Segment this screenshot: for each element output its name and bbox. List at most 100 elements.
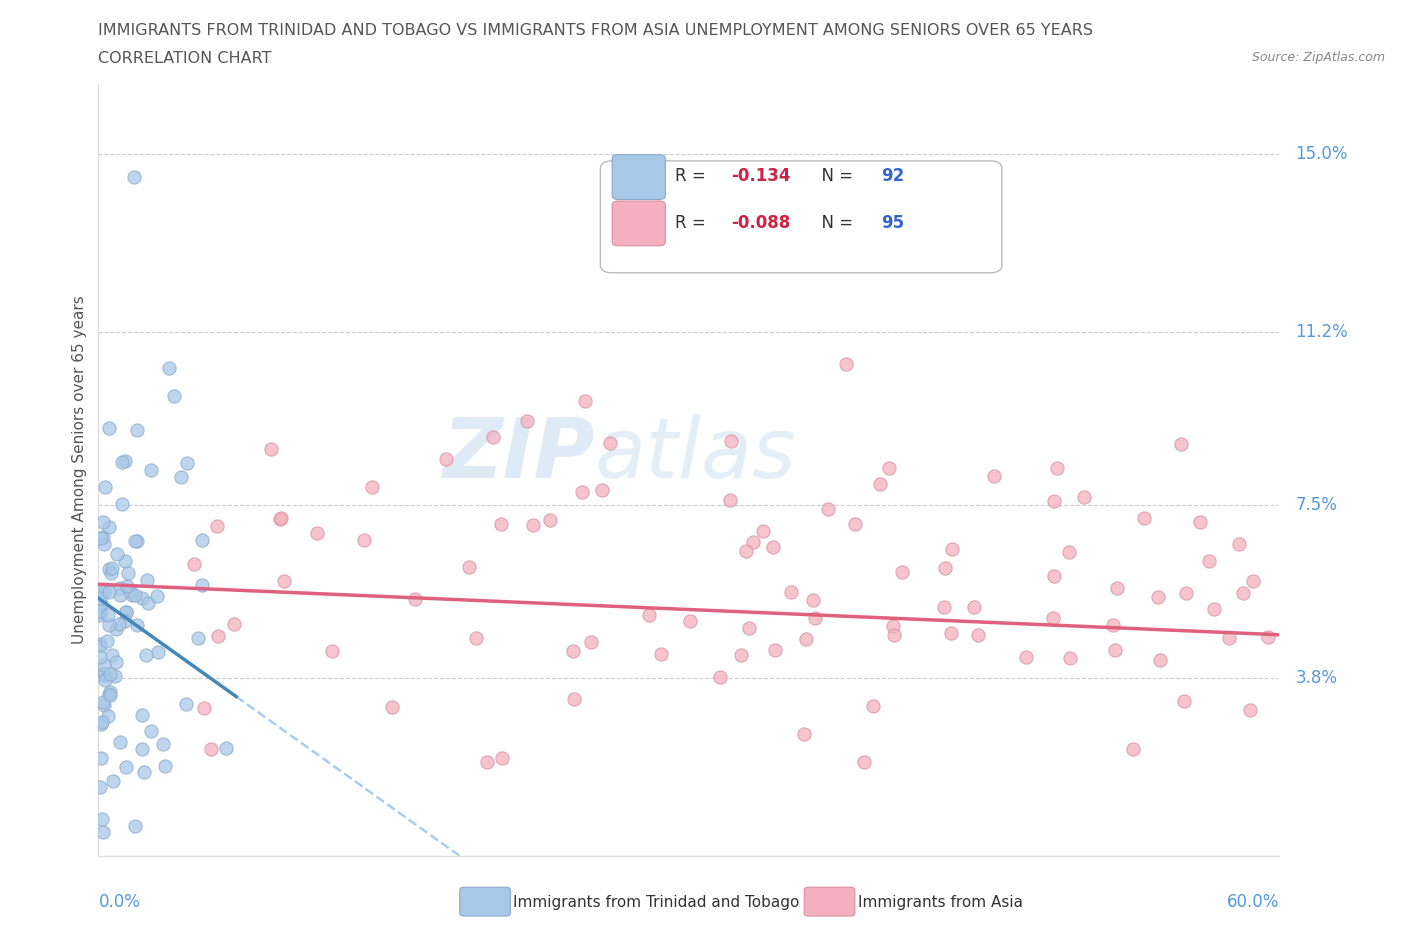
Point — [94, 668, 117, 683]
Point — [97, 562, 120, 577]
Point — [817, 501, 839, 516]
Point — [114, 604, 136, 619]
Point — [89, 605, 111, 620]
Point — [111, 497, 134, 512]
Point — [1198, 554, 1220, 569]
Point — [515, 413, 537, 428]
Point — [491, 751, 513, 765]
Point — [153, 759, 176, 774]
Point — [139, 724, 162, 738]
Point — [882, 619, 904, 634]
Point — [98, 688, 121, 703]
Point — [983, 469, 1005, 484]
Point — [574, 393, 596, 408]
Text: R =: R = — [675, 214, 711, 232]
Point — [141, 462, 163, 477]
Point — [91, 714, 114, 729]
Point — [852, 754, 875, 769]
Text: N =: N = — [811, 214, 858, 232]
Point — [183, 557, 205, 572]
Point — [1133, 511, 1156, 525]
Point — [1059, 651, 1081, 666]
Point — [482, 430, 505, 445]
Point — [801, 592, 824, 607]
Point — [89, 608, 111, 623]
Point — [122, 170, 145, 185]
Point — [763, 643, 786, 658]
Point — [883, 628, 905, 643]
Point — [101, 648, 124, 663]
Text: 7.5%: 7.5% — [1295, 496, 1337, 513]
Point — [215, 741, 238, 756]
Point — [464, 631, 486, 646]
Point — [93, 537, 115, 551]
Point — [741, 535, 763, 550]
Text: Source: ZipAtlas.com: Source: ZipAtlas.com — [1251, 51, 1385, 64]
Point — [91, 812, 114, 827]
Point — [762, 539, 785, 554]
Point — [98, 420, 121, 435]
Point — [1174, 586, 1197, 601]
Point — [273, 574, 295, 589]
Text: Immigrants from Asia: Immigrants from Asia — [858, 895, 1022, 910]
Point — [709, 670, 731, 684]
Point — [93, 658, 115, 672]
Point — [599, 435, 621, 450]
Point — [98, 584, 121, 599]
Point — [131, 741, 153, 756]
Point — [844, 516, 866, 531]
Point — [1042, 494, 1064, 509]
Point — [93, 666, 115, 681]
Point — [90, 751, 112, 765]
Point — [94, 480, 117, 495]
Point — [489, 517, 512, 532]
Point — [434, 452, 457, 467]
Point — [91, 695, 114, 710]
Point — [752, 524, 775, 538]
Point — [538, 512, 561, 527]
Point — [101, 774, 124, 789]
Point — [353, 533, 375, 548]
Point — [891, 565, 914, 579]
Point — [121, 588, 143, 603]
Point — [110, 455, 132, 470]
Point — [105, 547, 128, 562]
Point — [794, 631, 817, 646]
Point — [91, 514, 114, 529]
Point — [93, 530, 115, 545]
Point — [91, 584, 114, 599]
Point — [132, 764, 155, 779]
Point — [174, 697, 197, 711]
Point — [1218, 630, 1240, 644]
Point — [1241, 574, 1264, 589]
Point — [562, 692, 585, 707]
Point — [127, 618, 149, 632]
Point — [1189, 514, 1212, 529]
Point — [89, 604, 111, 618]
Point — [89, 779, 111, 794]
Text: 92: 92 — [882, 167, 904, 185]
Point — [735, 544, 758, 559]
Point — [939, 625, 962, 640]
Text: atlas: atlas — [595, 414, 796, 495]
Point — [591, 483, 613, 498]
Point — [458, 559, 481, 574]
Point — [270, 511, 292, 525]
Point — [124, 588, 146, 603]
Point — [96, 634, 118, 649]
Point — [1059, 544, 1081, 559]
Point — [1257, 630, 1279, 644]
FancyBboxPatch shape — [612, 201, 665, 246]
Point — [720, 433, 742, 448]
Point — [522, 517, 544, 532]
Point — [117, 578, 139, 593]
Point — [89, 638, 111, 653]
Point — [131, 591, 153, 605]
Y-axis label: Unemployment Among Seniors over 65 years: Unemployment Among Seniors over 65 years — [72, 296, 87, 644]
Point — [1227, 537, 1250, 551]
Point — [780, 585, 803, 600]
Point — [94, 672, 117, 687]
Point — [120, 583, 142, 598]
Point — [131, 708, 153, 723]
Point — [1170, 436, 1192, 451]
